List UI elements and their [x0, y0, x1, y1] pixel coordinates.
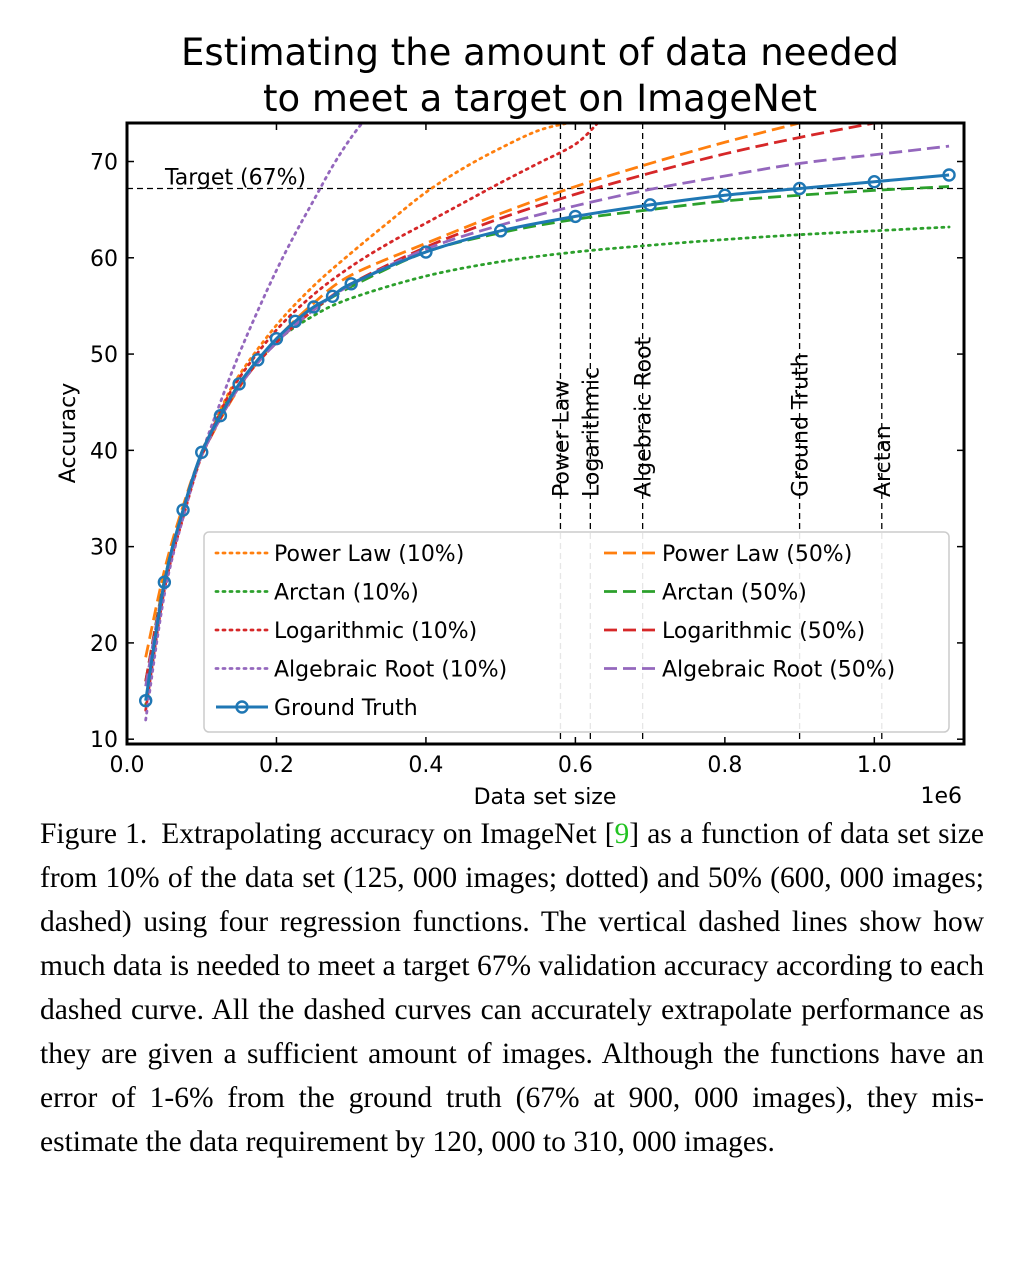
x-axis-label: Data set size [474, 785, 617, 810]
series-layer [144, 123, 951, 722]
ground-truth-markers [138, 168, 956, 708]
caption-text-start: Extrapolating accuracy on ImageNet [ [161, 818, 615, 850]
figure-caption: Figure 1. Extrapolating accuracy on Image… [40, 812, 984, 1164]
target-vertical-lines: Power Law Logarithmic Algebraic Root Ground… [549, 123, 896, 744]
series-line-algebraic-root-10 [144, 123, 364, 722]
target-line-group: Target (67%) [127, 165, 964, 190]
legend-label-power-law-10: Power Law (10%) [274, 542, 464, 567]
vline-label-arctan: Arctan [871, 425, 896, 497]
y-tick-label: 60 [90, 247, 118, 272]
legend-label-ground-truth: Ground Truth [274, 696, 418, 721]
vline-label-logarithmic: Logarithmic [579, 367, 604, 497]
legend-label-arctan-50: Arctan (50%) [662, 581, 807, 606]
vline-label-power-law: Power Law [549, 380, 574, 497]
x-tick-label: 0.4 [408, 753, 443, 778]
ground-truth-point [419, 245, 433, 259]
series-line-ground-truth [144, 173, 950, 701]
legend-box [203, 531, 950, 733]
target-label: Target (67%) [164, 165, 306, 190]
ground-truth-point [232, 377, 246, 391]
ground-truth-point [344, 277, 358, 291]
ground-truth-point [269, 331, 284, 346]
ground-truth-point [568, 209, 583, 224]
plot-frame [125, 121, 966, 746]
y-tick-label: 50 [90, 343, 118, 368]
chart-title-line-1: Estimating the amount of data needed [181, 31, 899, 74]
ground-truth-point [176, 503, 190, 517]
y-tick-label: 20 [90, 632, 118, 657]
legend-label-power-law-50: Power Law (50%) [662, 542, 852, 567]
legend-marker [235, 700, 249, 714]
y-tick-label: 10 [90, 728, 118, 753]
y-tick-label: 40 [90, 439, 118, 464]
y-tick-label: 30 [90, 536, 118, 561]
x-tick-label: 0.8 [707, 753, 742, 778]
x-tick-label: 1.0 [857, 753, 892, 778]
chart-title-line-2: to meet a target on ImageNet [262, 77, 818, 120]
citation-link[interactable]: 9 [614, 818, 630, 850]
series-line-arctan-10 [144, 225, 951, 707]
legend-label-logarithmic-50: Logarithmic (50%) [662, 619, 865, 644]
ground-truth-point [718, 188, 732, 202]
chart-svg: Power Law Logarithmic Algebraic Root Ground… [56, 121, 966, 810]
caption-text-end: ] as a function of data set size from 10… [40, 818, 985, 1158]
legend: Power Law (10%) Power Law (50%) Arctan (10… [203, 531, 950, 733]
ticks: 0.0 0.2 0.4 0.6 0.8 1.0 10 20 30 40 50 60 70 [90, 123, 964, 778]
legend-label-logarithmic-10: Logarithmic (10%) [274, 619, 477, 644]
ground-truth-point [213, 408, 228, 423]
ground-truth-point [288, 314, 302, 329]
ground-truth-point [325, 289, 340, 304]
x-tick-label: 0.6 [558, 753, 593, 778]
x-tick-label: 0.0 [110, 753, 145, 778]
ground-truth-point [942, 168, 956, 182]
vline-label-ground-truth: Ground Truth [789, 353, 814, 497]
ground-truth-point [643, 198, 657, 212]
ground-truth-point [792, 181, 807, 196]
x-tick-label: 0.2 [259, 753, 294, 778]
y-tick-label: 70 [90, 151, 118, 176]
legend-label-arctan-10: Arctan (10%) [274, 581, 419, 606]
legend-label-algebraic-root-10: Algebraic Root (10%) [274, 658, 507, 683]
ground-truth-point [195, 445, 209, 459]
vline-label-algebraic-root: Algebraic Root [632, 336, 657, 497]
ground-truth-point [493, 224, 508, 238]
figure-label: Figure 1. [40, 818, 148, 850]
ground-truth-point [157, 575, 172, 589]
ground-truth-point [251, 353, 265, 367]
x-offset-label: 1e6 [920, 784, 962, 809]
ground-truth-point [138, 693, 153, 708]
legend-label-algebraic-root-50: Algebraic Root (50%) [662, 658, 895, 683]
chart-title: Estimating the amount of data needed to … [60, 30, 1018, 122]
y-axis-label: Accuracy [56, 383, 81, 483]
ground-truth-point [307, 300, 321, 314]
ground-truth-point [867, 175, 882, 189]
axes [125, 121, 966, 746]
